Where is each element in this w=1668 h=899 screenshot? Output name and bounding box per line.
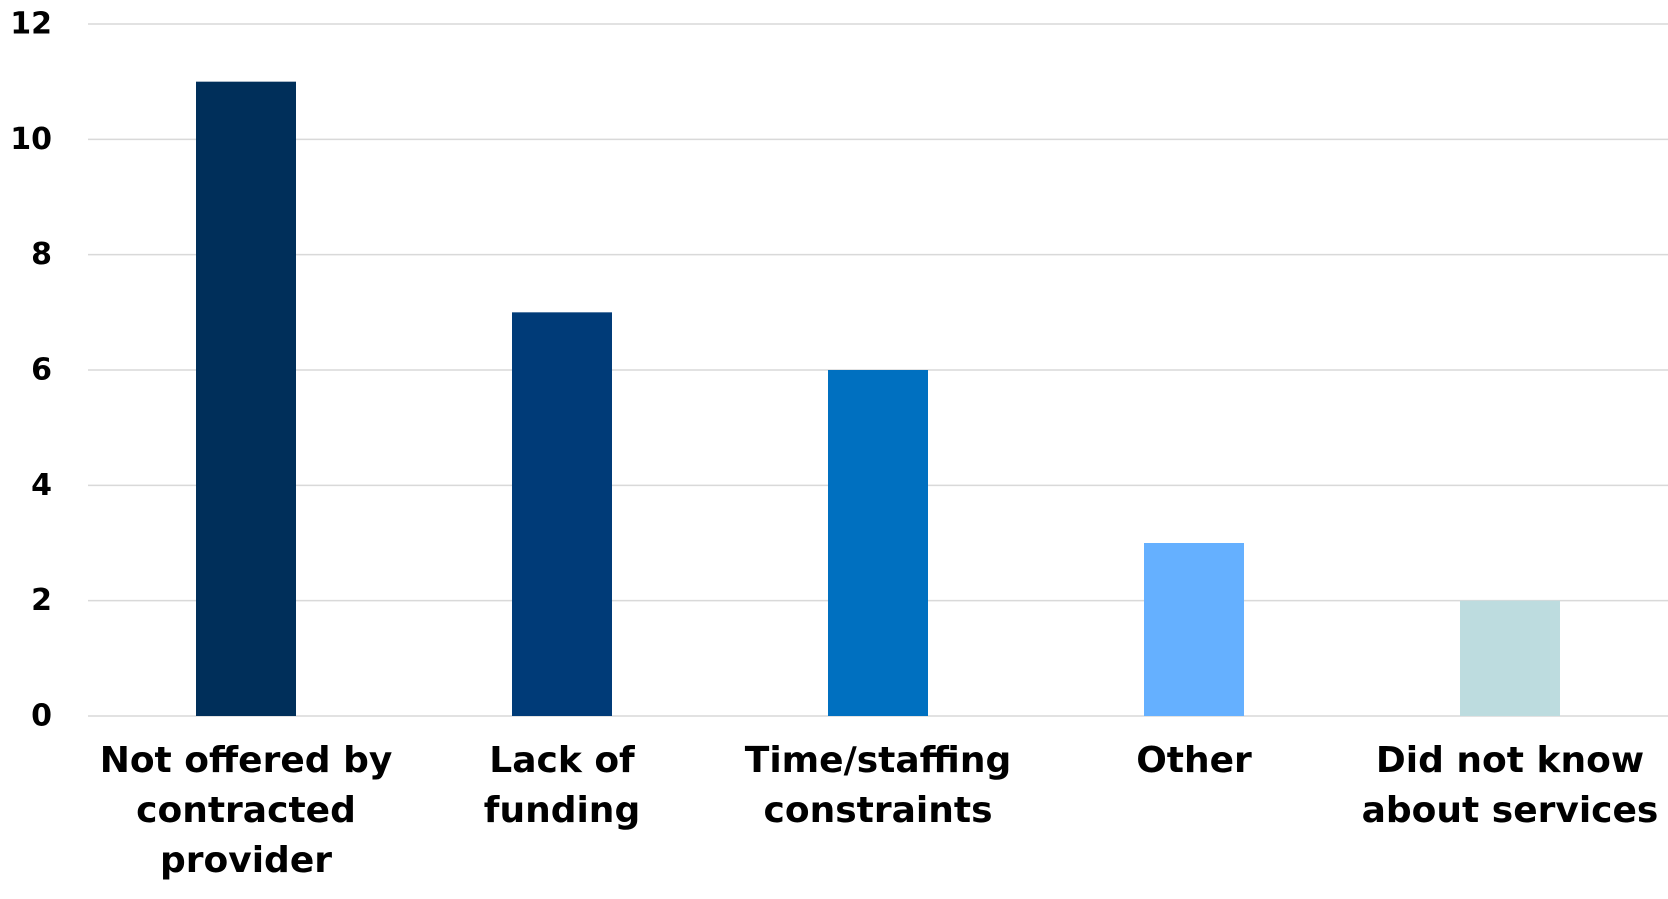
y-tick-label: 10 — [10, 122, 52, 157]
x-tick-label: Time/staffing constraints — [745, 740, 1011, 831]
y-tick-label: 8 — [31, 237, 52, 272]
y-tick-label: 0 — [31, 699, 52, 734]
x-tick-label-line: Time/staffing — [745, 740, 1011, 781]
x-tick-label: Not offered by contracted provider — [100, 740, 393, 881]
x-tick-label-line: funding — [484, 790, 640, 831]
x-tick-label-line: contracted — [136, 790, 356, 831]
x-tick-label: Other — [1136, 740, 1252, 781]
x-tick-label: Did not know about services — [1362, 740, 1659, 831]
bar — [1460, 600, 1560, 716]
x-tick-label-line: constraints — [764, 790, 993, 831]
bars — [196, 81, 1560, 716]
y-tick-label: 2 — [31, 583, 52, 618]
x-tick-label-line: Other — [1136, 740, 1252, 781]
y-axis: 0 2 4 6 8 10 12 — [10, 7, 52, 734]
x-tick-label-line: provider — [160, 840, 332, 881]
x-tick-label-line: Not offered by — [100, 740, 393, 781]
bar — [828, 370, 928, 716]
bar — [512, 312, 612, 716]
y-tick-label: 12 — [10, 7, 52, 42]
bar — [1144, 543, 1244, 716]
x-tick-label-line: Lack of — [489, 740, 635, 781]
bar — [196, 81, 296, 716]
x-tick-label: Lack of funding — [484, 740, 640, 831]
y-tick-label: 6 — [31, 353, 52, 388]
x-tick-label-line: about services — [1362, 790, 1659, 831]
x-axis: Not offered by contracted provider Lack of f… — [100, 740, 1659, 881]
y-tick-label: 4 — [31, 468, 52, 503]
x-tick-label-line: Did not know — [1376, 740, 1644, 781]
